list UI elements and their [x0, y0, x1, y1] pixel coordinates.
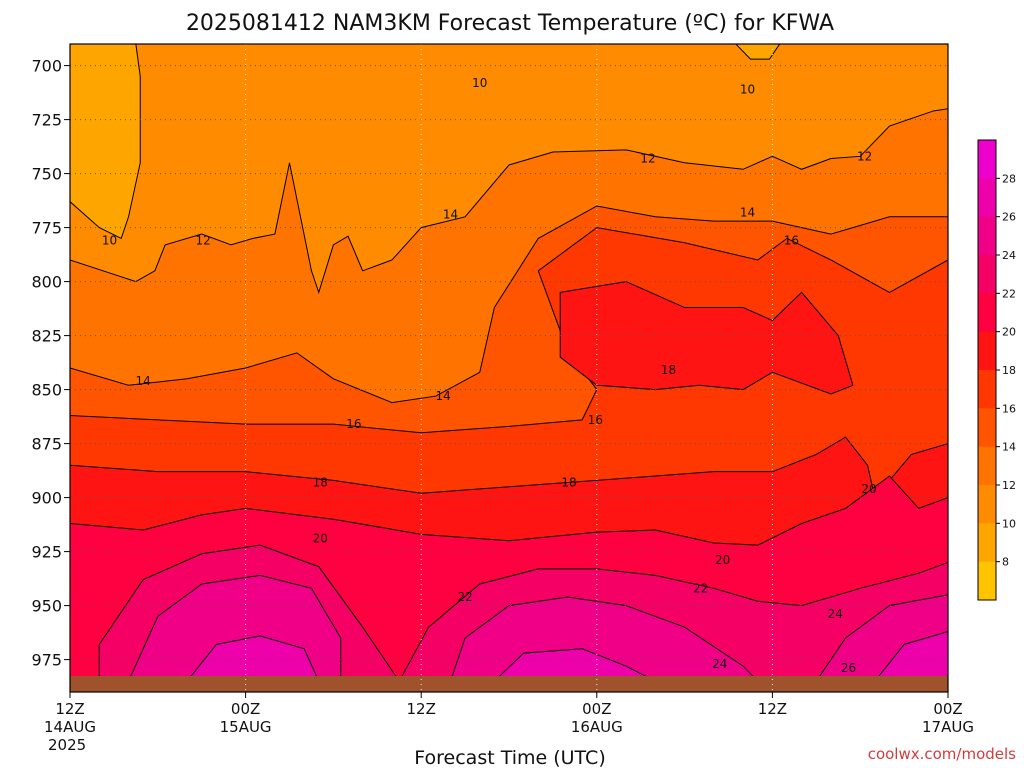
contour-label: 16: [588, 413, 603, 427]
y-tick-label: 875: [31, 435, 62, 454]
colorbar-label: 20: [1002, 326, 1016, 339]
contour-label: 14: [740, 205, 755, 219]
region-lt10-left: [70, 44, 141, 240]
chart-title: 2025081412 NAM3KM Forecast Temperature (…: [186, 11, 834, 36]
contour-labels: 10 12 10 10 12 12 14 14 16 14 14 16 16 18 18 18 20 20 20 22…: [102, 76, 877, 675]
ground-strip: [70, 676, 948, 692]
y-tick-label: 700: [31, 57, 62, 76]
contour-label: 10: [102, 234, 117, 248]
region-lt10-top: [735, 44, 781, 60]
colorbar-label: 18: [1002, 364, 1016, 377]
y-tick-label: 900: [31, 489, 62, 508]
colorbar-segment: [978, 178, 996, 218]
colorbar-segment: [978, 293, 996, 333]
contour-label: 16: [346, 417, 361, 431]
y-tick-label: 975: [31, 651, 62, 670]
colorbar-segment: [978, 561, 996, 601]
x-tick-label: 12Z: [758, 700, 787, 718]
contour-label: 20: [313, 532, 328, 546]
colorbar-label: 8: [1002, 556, 1009, 569]
colorbar-segment: [978, 408, 996, 448]
colorbar-legend: 8 10 12 14 16 18 20 22 24 26 28: [977, 139, 1016, 601]
contour-label: 20: [715, 553, 730, 567]
colorbar-label: 28: [1002, 172, 1016, 185]
colorbar-segment: [978, 140, 996, 179]
y-tick-label: 925: [31, 543, 62, 562]
contour-label: 12: [857, 149, 872, 163]
x-tick-label: 15AUG: [220, 718, 272, 736]
contour-label: 10: [472, 76, 487, 90]
x-tick-label: 00Z: [933, 700, 962, 718]
y-tick-label: 775: [31, 219, 62, 238]
colorbar-label: 10: [1002, 517, 1016, 530]
x-tick-label: 14AUG: [44, 718, 96, 736]
contour-label: 26: [841, 661, 856, 675]
contour-label: 20: [861, 482, 876, 496]
y-tick-label: 725: [31, 111, 62, 130]
contour-label: 14: [443, 208, 458, 222]
y-tick-label: 850: [31, 381, 62, 400]
contour-label: 12: [196, 234, 211, 248]
contour-label: 14: [136, 374, 151, 388]
grid-lines: [69, 43, 949, 693]
region-18-pocket: [559, 281, 854, 395]
plot-frame: [69, 43, 949, 693]
x-tick-label: 17AUG: [922, 718, 974, 736]
colorbar-label: 22: [1002, 287, 1016, 300]
y-tick-label: 825: [31, 327, 62, 346]
colorbar-segment: [978, 255, 996, 294]
colorbar-label: 24: [1002, 249, 1016, 262]
y-tick-label: 950: [31, 597, 62, 616]
colorbar-segment: [978, 485, 996, 524]
contour-label: 18: [313, 475, 328, 489]
contour-label: 12: [640, 151, 655, 165]
colorbar-label: 14: [1002, 441, 1016, 454]
colorbar-label: 16: [1002, 402, 1016, 415]
colorbar-label: 12: [1002, 479, 1016, 492]
y-tick-label: 800: [31, 273, 62, 292]
x-axis-label: Forecast Time (UTC): [414, 747, 605, 768]
x-tick-label: 16AUG: [571, 718, 623, 736]
y-axis: 700 725 750 775 800 825 850 875 900 925 950 975: [31, 57, 70, 670]
contour-label: 10: [740, 82, 755, 96]
plot-area: [70, 44, 948, 692]
contour-label: 22: [457, 590, 472, 604]
colorbar-segment: [978, 216, 996, 256]
x-tick-label: 00Z: [582, 700, 611, 718]
credit-text: coolwx.com/models: [868, 745, 1016, 763]
x-tick-label: 12Z: [407, 700, 436, 718]
contour-label: 16: [784, 234, 799, 248]
contour-label: 18: [661, 363, 676, 377]
x-tick-label: 12Z: [55, 700, 84, 718]
x-tick-label: 2025: [48, 736, 86, 754]
colorbar-segment: [978, 446, 996, 486]
colorbar-label: 26: [1002, 211, 1016, 224]
contour-label: 22: [693, 581, 708, 595]
colorbar-segment: [978, 523, 996, 563]
contour-label: 18: [561, 475, 576, 489]
y-tick-label: 750: [31, 165, 62, 184]
colorbar-segment: [978, 331, 996, 371]
colorbar-segment: [978, 370, 996, 409]
x-tick-label: 00Z: [231, 700, 260, 718]
contour-label: 24: [712, 657, 727, 671]
contour-label: 14: [436, 389, 451, 403]
contour-label: 24: [828, 607, 843, 621]
